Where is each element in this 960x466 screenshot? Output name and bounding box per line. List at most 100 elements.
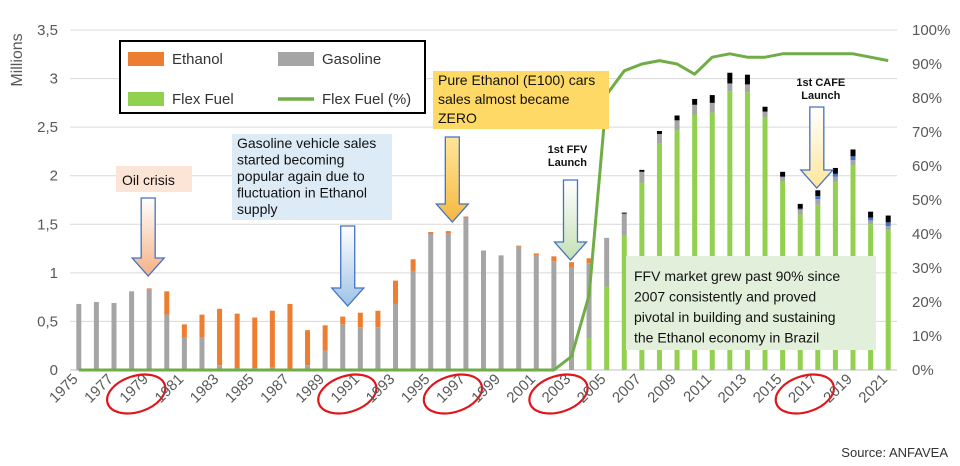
bar-other [832, 167, 838, 174]
left-tick-label: 0,5 [37, 313, 58, 330]
gasoline-callout-text: popular again due to [237, 168, 365, 184]
x-tick-label: 1983 [187, 371, 223, 407]
annotations: Oil crisis Gasoline vehicle salesstarted … [116, 71, 876, 350]
right-tick-label: 100% [912, 22, 950, 39]
bar-gasoline [181, 336, 187, 370]
bar-ethanol [146, 288, 152, 290]
right-axis: 0% 10% 20% 30% 40% 50% 60% 70% 80% 90% 100% [912, 22, 950, 379]
legend-label: Flex Fuel (%) [322, 91, 411, 108]
bar-gasoline [199, 336, 205, 370]
circled-year-marker [422, 373, 484, 415]
right-tick-label: 30% [912, 260, 942, 277]
bar-gasoline [164, 314, 170, 370]
left-tick-label: 1 [50, 265, 58, 282]
bar-gasoline [551, 261, 557, 370]
bar-other-2 [832, 173, 838, 177]
legend-label: Gasoline [322, 51, 381, 68]
bar-other-2 [850, 156, 856, 161]
flex-fuel-pct-line [78, 52, 889, 372]
x-tick-label: 2011 [680, 371, 715, 406]
legend-box [119, 40, 426, 114]
bar-gasoline [832, 176, 838, 182]
legend-label: Flex Fuel [172, 91, 234, 108]
bar-ethanol [357, 312, 363, 328]
bar-other [797, 203, 803, 209]
bar-ethanol [428, 232, 434, 234]
bar-other [656, 131, 662, 134]
ffv-market-text: the Ethanol economy in Brazil [634, 330, 819, 346]
right-tick-label: 60% [912, 158, 942, 175]
bar-gasoline [868, 220, 874, 225]
left-tick-label: 3,5 [37, 22, 58, 39]
right-tick-label: 50% [912, 192, 942, 209]
bar-gasoline [639, 171, 645, 183]
bar-flex-fuel [885, 230, 891, 370]
bar-gasoline [674, 120, 680, 131]
bar-other [639, 169, 645, 172]
bar-ethanol [199, 314, 205, 337]
bar-flex-fuel [621, 234, 627, 370]
bar-other [762, 106, 768, 112]
bar-other [780, 171, 786, 177]
bar-other [674, 115, 680, 121]
bar-other [868, 211, 874, 218]
bar-gasoline [76, 303, 82, 370]
bar-flex-fuel [762, 117, 768, 370]
bar-ethanol [234, 313, 240, 369]
bar-gasoline [533, 255, 539, 370]
bar-gasoline [621, 213, 627, 235]
right-tick-label: 10% [912, 328, 942, 345]
bar-ethanol [181, 324, 187, 337]
bar-ethanol [217, 308, 223, 366]
bar-other [885, 215, 891, 223]
bar-gasoline [305, 365, 311, 370]
legend-swatch [278, 52, 314, 66]
bar-gasoline [146, 289, 152, 370]
bar-ethanol [322, 325, 328, 351]
bar-gasoline [762, 111, 768, 118]
bar-gasoline [727, 83, 733, 92]
source-note: Source: ANFAVEA [841, 445, 948, 460]
oil-crisis-arrow [130, 197, 166, 277]
bar-flex-fuel [586, 337, 592, 370]
gasoline-callout-text: Gasoline vehicle sales [237, 135, 376, 151]
legend-label: Ethanol [172, 51, 223, 68]
bar-ethanol [252, 317, 258, 369]
ffv-market-callout [626, 256, 876, 350]
gasoline-callout-text: started becoming [237, 152, 344, 168]
x-tick-label: 1987 [257, 371, 293, 407]
gasoline-arrow [330, 225, 366, 307]
bar-gasoline [568, 267, 574, 370]
x-tick-label: 2021 [855, 371, 891, 407]
right-tick-label: 70% [912, 124, 942, 141]
bar-ethanol [586, 258, 592, 264]
pure-ethanol-arrow [434, 136, 470, 223]
left-tick-label: 1,5 [37, 216, 58, 233]
bar-gasoline [516, 246, 522, 370]
bar-ethanol [164, 291, 170, 315]
pure-ethanol-callout [433, 71, 609, 129]
bar-gasoline [656, 133, 662, 144]
legend-swatch [128, 92, 164, 106]
x-tick-label: 1985 [222, 371, 258, 407]
bar-gasoline [604, 237, 610, 287]
bar-gasoline [780, 176, 786, 182]
flex-fuel-pct-series [78, 52, 889, 372]
bar-gasoline [375, 327, 381, 370]
left-tick-label: 2,5 [37, 119, 58, 136]
legend-swatch [128, 52, 164, 66]
oil-crisis-callout [116, 166, 192, 192]
oil-crisis-text: Oil crisis [122, 172, 175, 188]
bar-ethanol [340, 316, 346, 325]
bar-other [727, 72, 733, 84]
ffv-market-text: 2007 consistently and proved [634, 289, 816, 305]
right-tick-label: 20% [912, 294, 942, 311]
bar-flex-fuel [604, 286, 610, 370]
bar-flex-fuel [674, 130, 680, 370]
bar-ethanol [305, 330, 311, 366]
legend: Ethanol Gasoline Flex Fuel Flex Fuel (%) [119, 40, 426, 114]
bar-other [621, 212, 627, 214]
bar-ethanol [551, 256, 557, 262]
pure-ethanol-text: ZERO [438, 110, 477, 126]
